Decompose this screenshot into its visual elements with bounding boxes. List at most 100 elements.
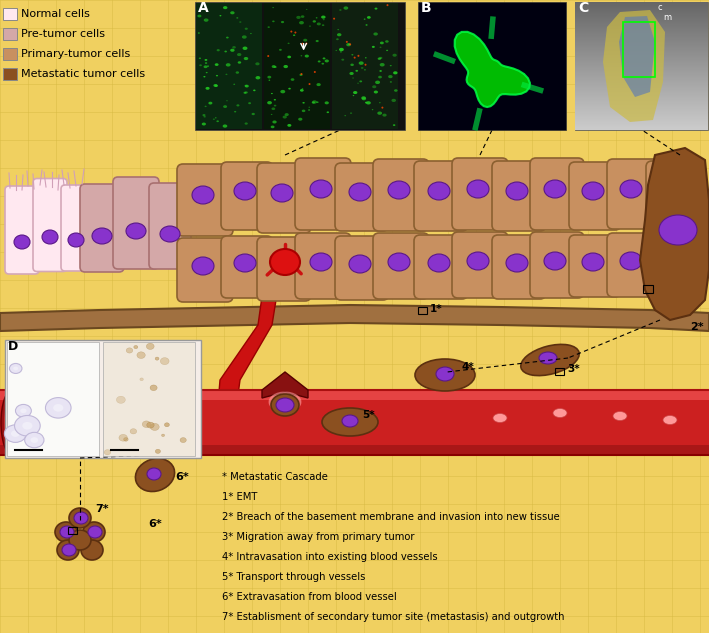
Ellipse shape <box>467 180 489 198</box>
Bar <box>575 69 708 70</box>
Ellipse shape <box>206 87 210 90</box>
Ellipse shape <box>271 184 293 202</box>
Bar <box>575 17 708 18</box>
Ellipse shape <box>327 111 329 113</box>
Ellipse shape <box>394 89 398 92</box>
Bar <box>575 47 708 48</box>
Bar <box>3 68 17 80</box>
Ellipse shape <box>197 15 201 17</box>
Ellipse shape <box>224 51 227 53</box>
Ellipse shape <box>362 97 366 101</box>
Ellipse shape <box>234 111 236 113</box>
FancyBboxPatch shape <box>569 162 621 230</box>
Ellipse shape <box>316 40 319 42</box>
Ellipse shape <box>45 398 71 418</box>
Ellipse shape <box>325 60 329 63</box>
Ellipse shape <box>388 181 410 199</box>
Bar <box>3 48 17 60</box>
Ellipse shape <box>245 85 249 87</box>
Ellipse shape <box>243 92 247 94</box>
Bar <box>575 22 708 23</box>
Bar <box>68 527 77 534</box>
FancyBboxPatch shape <box>452 158 508 230</box>
Ellipse shape <box>270 249 300 275</box>
Ellipse shape <box>314 71 316 73</box>
Ellipse shape <box>123 408 137 417</box>
Bar <box>103 342 195 456</box>
Ellipse shape <box>544 180 566 198</box>
Bar <box>575 20 708 21</box>
Ellipse shape <box>377 111 382 115</box>
Bar <box>575 18 708 19</box>
Bar <box>575 40 708 41</box>
Ellipse shape <box>350 63 354 66</box>
Bar <box>575 79 708 80</box>
Ellipse shape <box>220 15 221 16</box>
Ellipse shape <box>239 22 242 23</box>
Ellipse shape <box>293 34 296 36</box>
Ellipse shape <box>312 100 317 104</box>
Ellipse shape <box>22 422 33 430</box>
Bar <box>575 51 708 52</box>
Ellipse shape <box>506 182 528 200</box>
Bar <box>575 7 708 8</box>
Ellipse shape <box>143 421 150 427</box>
Ellipse shape <box>14 415 40 436</box>
Ellipse shape <box>348 44 350 45</box>
Bar <box>575 91 708 92</box>
FancyBboxPatch shape <box>257 237 311 301</box>
Ellipse shape <box>147 422 154 428</box>
Bar <box>5 340 201 458</box>
Ellipse shape <box>155 357 159 360</box>
Bar <box>575 62 708 63</box>
Ellipse shape <box>393 72 398 75</box>
Bar <box>575 125 708 126</box>
Bar <box>575 123 708 124</box>
Bar <box>575 43 708 44</box>
Ellipse shape <box>322 24 324 26</box>
Ellipse shape <box>303 39 307 42</box>
FancyBboxPatch shape <box>5 186 39 274</box>
Bar <box>575 4 708 5</box>
Bar <box>575 107 708 108</box>
Bar <box>0 390 709 455</box>
Ellipse shape <box>299 21 304 25</box>
Ellipse shape <box>192 257 214 275</box>
Bar <box>575 73 708 74</box>
Bar <box>575 2 708 130</box>
Ellipse shape <box>321 16 325 18</box>
FancyBboxPatch shape <box>295 158 351 230</box>
FancyBboxPatch shape <box>530 232 584 298</box>
Ellipse shape <box>388 75 393 78</box>
Ellipse shape <box>379 47 381 48</box>
Bar <box>575 53 708 54</box>
Text: 6*: 6* <box>148 519 162 529</box>
Bar <box>575 37 708 38</box>
Text: c: c <box>657 3 661 12</box>
Bar <box>575 122 708 123</box>
Ellipse shape <box>310 180 332 198</box>
Ellipse shape <box>1 390 23 455</box>
Ellipse shape <box>83 522 105 542</box>
Ellipse shape <box>367 16 371 19</box>
Bar <box>575 97 708 98</box>
Ellipse shape <box>310 253 332 271</box>
Bar <box>418 307 427 314</box>
Ellipse shape <box>391 99 396 102</box>
Ellipse shape <box>355 70 358 72</box>
Bar <box>575 19 708 20</box>
Ellipse shape <box>242 47 247 50</box>
Ellipse shape <box>62 544 76 556</box>
Ellipse shape <box>393 124 396 126</box>
Bar <box>575 3 708 4</box>
Bar <box>575 38 708 39</box>
Ellipse shape <box>342 415 358 427</box>
Ellipse shape <box>301 73 303 75</box>
Ellipse shape <box>284 65 288 68</box>
Ellipse shape <box>539 352 557 364</box>
Ellipse shape <box>203 18 208 22</box>
Bar <box>575 28 708 29</box>
FancyBboxPatch shape <box>33 179 67 272</box>
Ellipse shape <box>379 57 382 59</box>
Ellipse shape <box>302 88 303 89</box>
